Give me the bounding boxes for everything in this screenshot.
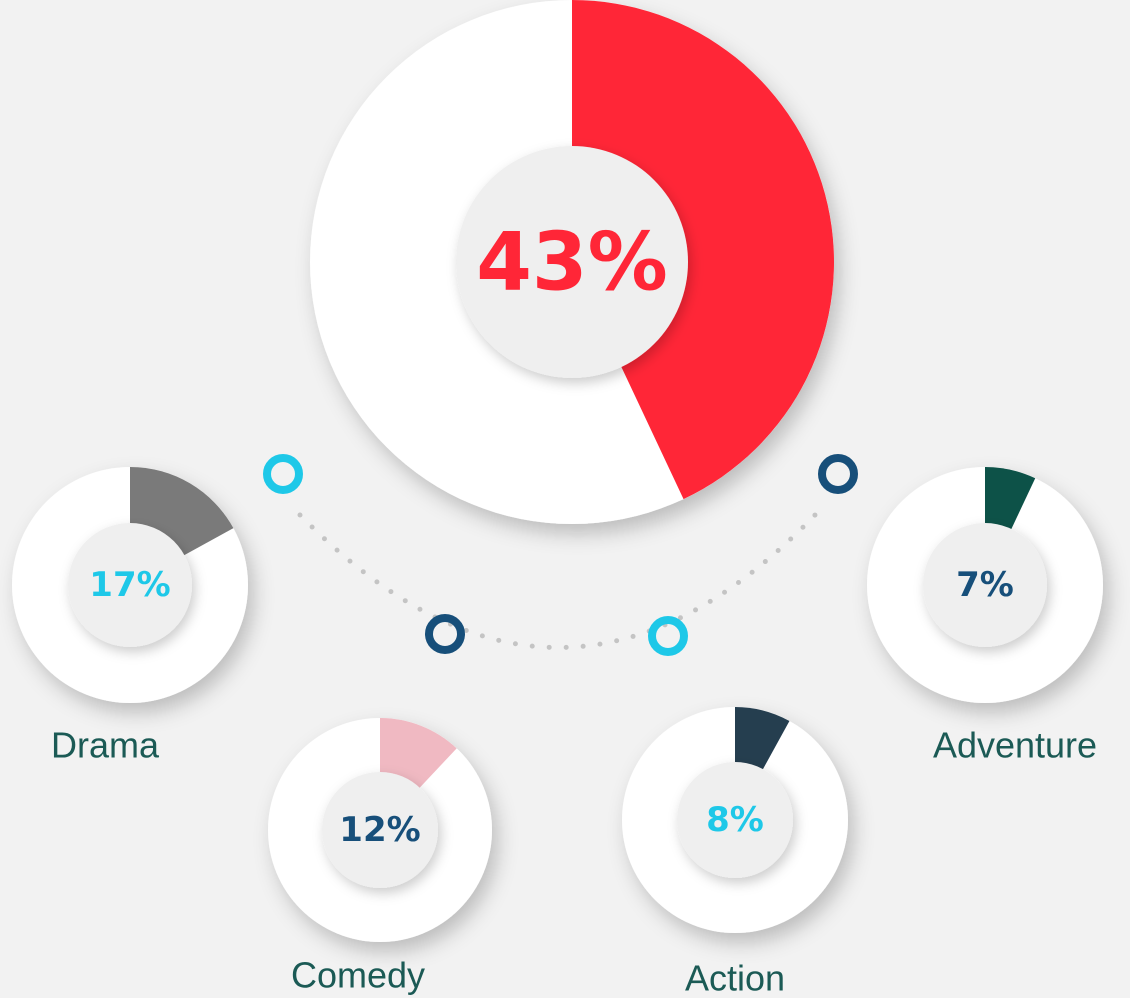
- donut-hole: [322, 772, 438, 888]
- marker: [648, 616, 688, 656]
- category-label: Adventure: [933, 725, 1097, 766]
- donut-hole: [677, 762, 793, 878]
- donut-hole: [456, 146, 688, 378]
- value-label: 43%: [476, 216, 667, 309]
- donut-chart: 12% Comedy: [268, 718, 492, 996]
- category-label: Drama: [51, 725, 160, 766]
- marker: [263, 454, 303, 494]
- marker: [425, 614, 465, 654]
- category-label: Comedy: [291, 955, 425, 996]
- markers: [263, 454, 858, 656]
- donut-hole: [923, 523, 1047, 647]
- dotted-arc: [297, 512, 818, 650]
- donut-hole: [68, 523, 192, 647]
- value-label: 12%: [339, 810, 420, 850]
- donut-chart: 7% Adventure: [867, 467, 1103, 766]
- value-label: 7%: [956, 565, 1014, 605]
- category-label: Action: [685, 958, 785, 998]
- donut-segment: [572, 0, 834, 500]
- donut-chart: 43%: [310, 0, 834, 524]
- donut-chart: 17% Drama: [12, 467, 248, 766]
- value-label: 8%: [706, 800, 764, 840]
- marker: [818, 454, 858, 494]
- donut-chart: 8% Action: [622, 707, 848, 998]
- value-label: 17%: [89, 565, 170, 605]
